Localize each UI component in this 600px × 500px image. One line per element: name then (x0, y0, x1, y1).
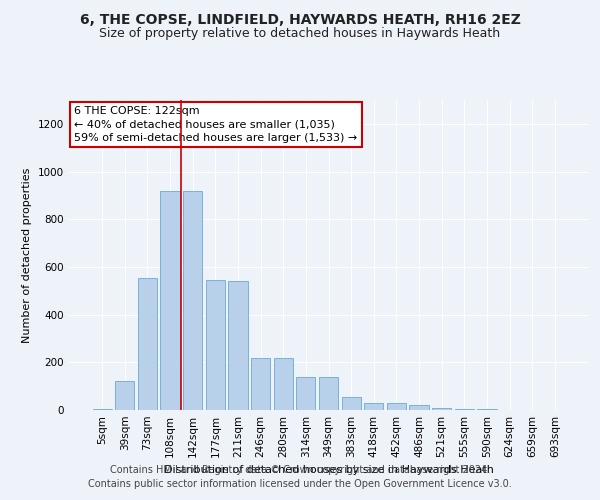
Bar (115, 382, 134, 410)
Bar (409, 405, 428, 410)
Bar (229, 281, 248, 410)
Text: Size of property relative to detached houses in Haywards Heath: Size of property relative to detached ho… (100, 28, 500, 40)
Bar (160, 190, 180, 410)
Text: 6, THE COPSE, LINDFIELD, HAYWARDS HEATH, RH16 2EZ: 6, THE COPSE, LINDFIELD, HAYWARDS HEATH,… (80, 12, 520, 26)
Bar (477, 409, 497, 410)
Text: Contains HM Land Registry data © Crown copyright and database right 2024.
Contai: Contains HM Land Registry data © Crown c… (88, 465, 512, 489)
Bar (341, 397, 361, 410)
Y-axis label: Number of detached properties: Number of detached properties (22, 168, 32, 342)
Bar (92, 409, 112, 410)
Text: 6 THE COPSE: 122sqm
← 40% of detached houses are smaller (1,035)
59% of semi-det: 6 THE COPSE: 122sqm ← 40% of detached ho… (74, 106, 358, 142)
Bar (251, 358, 270, 410)
Bar (206, 280, 225, 410)
Bar (274, 358, 293, 410)
Bar (387, 403, 406, 410)
Bar (319, 376, 338, 410)
X-axis label: Distribution of detached houses by size in Haywards Heath: Distribution of detached houses by size … (164, 466, 493, 475)
Bar (455, 409, 474, 410)
Bar (183, 190, 202, 410)
Bar (364, 403, 383, 410)
Bar (138, 278, 157, 410)
Bar (296, 376, 316, 410)
Bar (432, 408, 451, 410)
